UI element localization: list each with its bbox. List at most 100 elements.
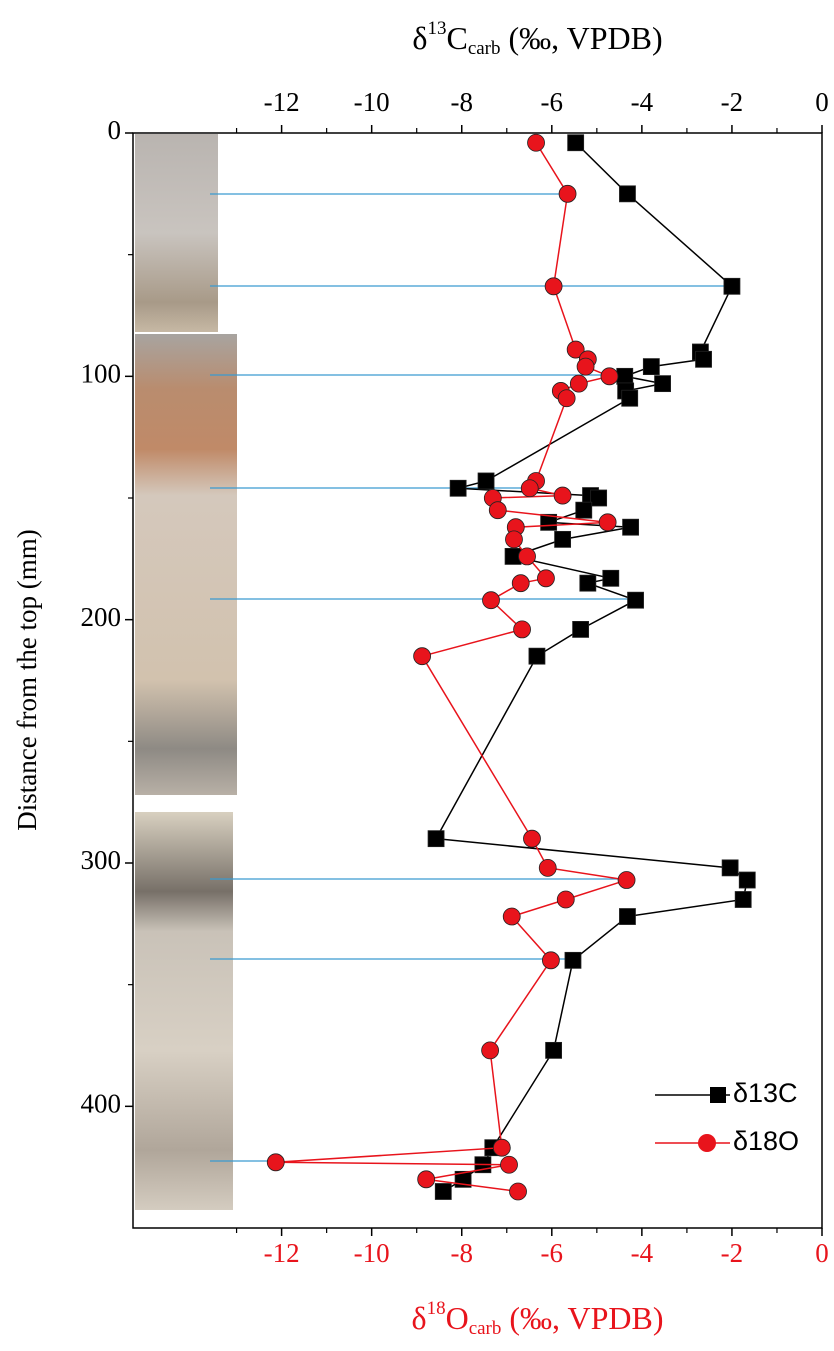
marker-square: [554, 530, 572, 548]
marker-circle: [481, 1041, 500, 1060]
x2-tick-label: -10: [354, 87, 390, 117]
marker-square: [602, 569, 620, 587]
sample-lines: [210, 193, 732, 1162]
marker-circle: [511, 574, 530, 593]
x2-axis-title-part: C: [446, 20, 467, 56]
legend-label: δ18O: [733, 1126, 799, 1156]
marker-circle: [527, 133, 545, 152]
y-axis-title: Distance from the top (mm): [12, 529, 42, 830]
x2-tick-label: 0: [815, 87, 829, 117]
y-tick-label: 300: [81, 845, 122, 875]
x-axis-title-part: O: [446, 1300, 469, 1336]
x2-axis-title-part: carb: [468, 38, 501, 59]
marker-circle: [569, 374, 588, 393]
x-tick-label: -10: [354, 1238, 390, 1268]
x2-axis-title: δ13Ccarb (‰, VPDB): [412, 18, 662, 59]
marker-circle: [537, 569, 555, 588]
marker-circle: [566, 340, 585, 359]
marker-square: [642, 358, 660, 376]
marker-square: [567, 134, 585, 152]
series-line: [275, 142, 627, 1193]
x-tick-label: -4: [631, 1238, 654, 1268]
x-tick-label: -12: [264, 1238, 300, 1268]
x-axis-title-part: (‰, VPDB): [501, 1300, 663, 1336]
marker-circle: [502, 907, 521, 926]
marker-square: [721, 859, 739, 877]
marker-circle: [513, 620, 531, 639]
core-photo: [135, 812, 233, 1210]
marker-circle: [544, 277, 563, 296]
marker-square: [564, 951, 582, 969]
legend-marker: [710, 1087, 726, 1103]
marker-square: [434, 1183, 452, 1200]
marker-circle: [488, 501, 507, 520]
marker-circle: [523, 829, 541, 848]
x-axis-title-part: 18: [427, 1298, 446, 1319]
marker-square: [572, 621, 590, 638]
x-tick-label: -8: [450, 1238, 473, 1268]
x2-axis-title-part: δ: [412, 20, 427, 56]
marker-circle: [600, 367, 619, 386]
x-axis-title-part: carb: [469, 1318, 502, 1339]
marker-circle: [617, 871, 636, 889]
marker-circle: [482, 591, 500, 610]
legend-label: δ13C: [733, 1078, 798, 1108]
marker-circle: [505, 530, 523, 549]
marker-circle: [558, 184, 577, 203]
marker-circle: [492, 1138, 511, 1157]
marker-circle: [417, 1170, 436, 1189]
x2-tick-label: -4: [631, 87, 654, 117]
marker-square: [449, 479, 467, 497]
marker-circle: [598, 513, 617, 532]
marker-square: [627, 591, 644, 609]
marker-square: [734, 891, 752, 908]
marker-circle: [553, 486, 572, 505]
x-tick-label: 0: [815, 1238, 829, 1268]
marker-circle: [413, 647, 432, 666]
marker-circle: [542, 951, 560, 970]
marker-square: [477, 472, 495, 490]
y-tick-label: 200: [81, 602, 122, 632]
x2-axis-title-part: 13: [427, 18, 446, 39]
marker-circle: [556, 890, 575, 909]
x2-axis-title-part: (‰, VPDB): [501, 20, 663, 56]
marker-square: [621, 389, 639, 407]
x2-tick-label: -6: [541, 87, 564, 117]
x2-tick-label: -2: [721, 87, 744, 117]
marker-square: [579, 574, 597, 592]
marker-square: [528, 647, 546, 665]
x-axis-title-part: δ: [412, 1300, 427, 1336]
series-line: [434, 142, 749, 1193]
marker-circle: [538, 858, 557, 877]
plot-frame: [132, 132, 823, 1229]
marker-circle: [518, 547, 536, 566]
marker-square: [427, 830, 445, 848]
marker-circle: [509, 1182, 527, 1201]
x-axis-title: δ18Ocarb (‰, VPDB): [412, 1298, 664, 1339]
x2-tick-label: -12: [264, 87, 300, 117]
legend-marker: [698, 1134, 716, 1152]
marker-square: [738, 871, 756, 889]
marker-circle: [520, 479, 539, 498]
marker-square: [622, 518, 640, 536]
core-photo: [135, 134, 218, 332]
x-tick-label: -6: [541, 1238, 564, 1268]
marker-square: [695, 350, 712, 368]
marker-circle: [500, 1155, 518, 1174]
y-tick-label: 400: [81, 1089, 122, 1119]
marker-square: [575, 501, 593, 519]
y-tick-label: 0: [108, 115, 122, 145]
marker-square: [590, 489, 608, 507]
marker-square: [545, 1041, 563, 1059]
x2-tick-label: -8: [450, 87, 473, 117]
marker-square: [723, 277, 741, 295]
core-photo: [135, 334, 237, 795]
marker-circle: [266, 1153, 285, 1172]
x-tick-label: -2: [721, 1238, 744, 1268]
marker-circle: [576, 357, 595, 376]
marker-square: [616, 367, 634, 385]
marker-circle: [557, 389, 576, 408]
marker-square: [654, 375, 671, 393]
